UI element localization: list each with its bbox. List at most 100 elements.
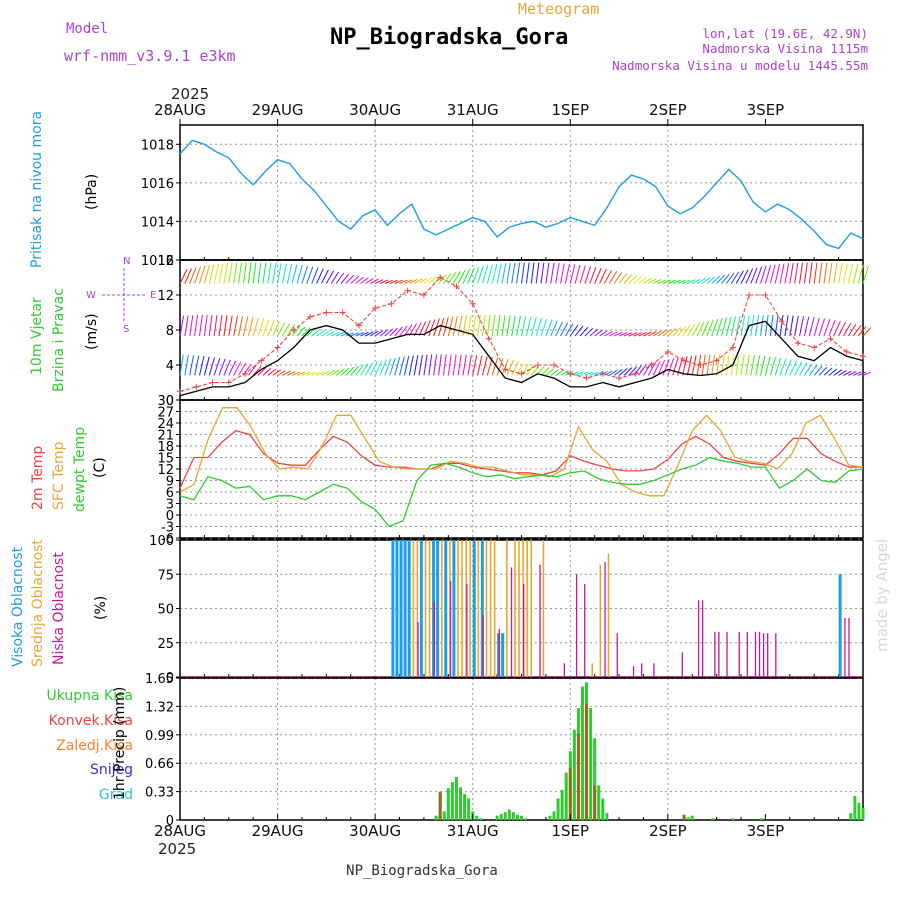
wind-gust-point [729,344,736,351]
wind-barb [282,323,291,337]
wind-barb [399,279,408,284]
temp-ytick-label: 15 [157,452,174,467]
wind-barb [604,330,613,337]
wind-barb [257,262,262,284]
wind-barb [472,355,478,376]
wind-barb [628,332,637,337]
wind-barb [199,265,206,284]
wind-gust-point [290,327,297,333]
date-tick-label: 29AUG [252,822,304,840]
wind-barb [506,263,511,284]
precip-total-bar [759,818,763,820]
wind-barb [740,354,745,376]
precip-total-bar [580,686,584,820]
wind-gust-point [762,292,769,298]
wind-barb [701,354,706,376]
wind-barb [301,371,311,376]
wind-barb [589,371,598,376]
wind-barb [272,262,277,284]
wind-barb [721,354,725,376]
wind-barb [540,262,545,284]
wind-barb [525,316,532,337]
pressure-panel: 1018 1016 1014 1012 [141,124,864,269]
precip-total-bar [686,817,690,820]
wind-barb [457,354,462,376]
wind-barb [813,365,823,376]
temp-ytick-label: 12 [157,463,174,478]
precip-total-bar [552,811,556,820]
wind-barb [491,264,498,284]
wind-barb [852,264,859,284]
compass-w: W [86,290,96,301]
wind-barb [725,272,735,284]
wind-barb [179,269,188,284]
wind-barb [511,361,520,376]
cloud-low-bar [848,618,850,677]
precip-total-bar [511,812,515,820]
wind-barb [623,274,633,284]
precip-total-bar [479,818,483,820]
precip-total-bar [593,738,597,820]
wind-barb [750,355,755,376]
wind-barb [394,357,401,376]
wind-barb [179,315,185,337]
wind-barb [833,262,838,284]
wind-barb [452,270,461,284]
wind-barb [418,277,428,284]
precip-total-bar [548,815,552,820]
wind-barb [321,269,329,284]
wind-barb [692,278,701,284]
wind-barb [467,267,475,284]
cloud-high-bar [403,540,407,677]
wind-barb [291,264,298,284]
wind-barb [545,319,553,337]
wind-barb [291,325,301,337]
wind-gust-point [681,357,688,364]
wind-barb [555,263,560,284]
wind-barb [584,266,592,284]
wind-barb [823,319,831,337]
wind-barb [316,371,325,376]
wind-barb [233,262,238,284]
wind-barb [769,357,776,376]
precip-ytick-label: 0.99 [145,729,174,744]
precip-ytick-label: 1.65 [145,672,174,687]
cloud-mid-bar [485,540,488,677]
wind-barb [784,263,790,284]
wind-barb [521,316,527,337]
wind-barb [633,276,643,284]
wind-barb [716,354,720,376]
wind-barb [428,354,433,376]
wind-barb [413,322,422,337]
wind-barb [394,279,403,284]
wind-barb [340,273,350,284]
pressure-ytick-label: 1012 [141,254,174,269]
cloud-ytick-label: 0 [166,671,174,686]
wind-gust-point [355,322,362,329]
cloud-low-bar [584,583,586,677]
wind-gust-point [616,375,623,382]
wind-barb [384,328,394,337]
wind-barb [808,316,815,337]
wind-gust-point [746,292,753,298]
date-tick-label: 31AUG [447,822,499,840]
wind-barb [760,314,764,337]
wind-gust-point [177,388,183,395]
wind-barb [769,264,776,284]
wind-barb [491,314,496,337]
wind-barb [750,267,758,284]
wind-barb [862,265,869,284]
pressure-ytick-label: 1014 [141,215,174,230]
wind-barb [213,314,218,337]
precip-total-bar [499,813,503,820]
temp-ytick-label: -3 [161,521,174,536]
wind-barb [389,357,396,376]
wind-barb [564,323,574,337]
date-tick-label: 1SEP [551,101,589,119]
wind-gust-point [794,340,801,347]
compass-s: S [123,324,129,335]
wind-barb [208,264,215,284]
wind-barb [203,264,210,284]
wind-barb [862,327,872,337]
precip-total-bar [495,815,499,820]
